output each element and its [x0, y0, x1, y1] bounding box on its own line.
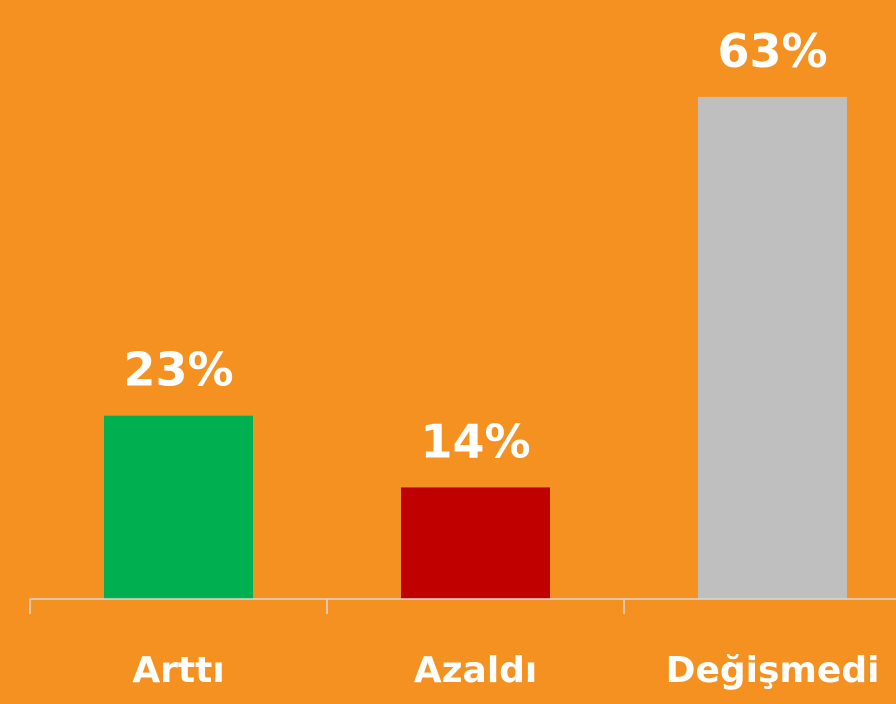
bar [401, 487, 550, 599]
x-tick-label: Arttı [132, 650, 224, 691]
x-tick-label: Azaldı [414, 650, 538, 691]
data-label: 23% [123, 343, 233, 397]
x-tick-label: Değişmedi [666, 650, 880, 691]
data-label: 14% [420, 414, 530, 468]
bar [698, 96, 847, 599]
bar [104, 415, 253, 599]
data-label: 63% [717, 24, 827, 78]
